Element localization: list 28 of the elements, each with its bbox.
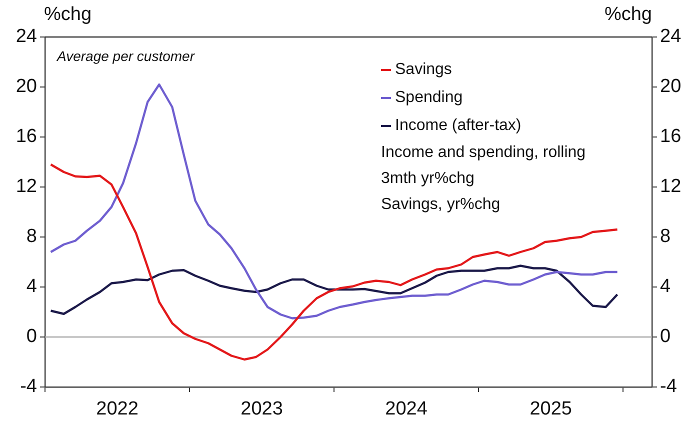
y-tick-label: 0	[26, 326, 37, 348]
y2-tick-label: -4	[660, 376, 678, 398]
y2-tick-label: 8	[660, 226, 671, 248]
y-tick-label: 16	[16, 126, 37, 148]
legend-label: Income (after-tax)	[395, 116, 522, 136]
y-tick-label: 12	[16, 176, 37, 198]
annotation: Average per customer	[57, 48, 194, 64]
y2-tick-label: 24	[660, 26, 682, 48]
y2-tick-label: 16	[660, 126, 682, 148]
y-tick-label: 24	[16, 26, 38, 48]
y-tick-label: 20	[16, 76, 37, 98]
y-tick-label: 4	[26, 276, 38, 298]
y-axis-title: %chg	[44, 4, 92, 26]
legend-label: Savings	[395, 60, 452, 80]
annotation: Savings, yr%chg	[381, 195, 502, 215]
y-tick-label: 8	[26, 226, 37, 248]
x-tick-label: 2022	[96, 398, 138, 420]
x-tick-label: 2023	[240, 398, 283, 420]
y2-tick-label: 20	[660, 76, 682, 98]
y2-tick-label: 4	[660, 276, 671, 298]
legend-label: Spending	[395, 88, 463, 108]
x-tick-label: 2024	[385, 398, 428, 420]
y2-tick-label: 12	[660, 176, 682, 198]
x-tick-label: 2025	[530, 398, 572, 420]
y2-axis-title: %chg	[604, 4, 652, 26]
y-tick-label: -4	[20, 376, 38, 398]
y2-tick-label: 0	[660, 326, 671, 348]
annotation: Income and spending, rolling 3mth yr%chg	[381, 143, 587, 189]
